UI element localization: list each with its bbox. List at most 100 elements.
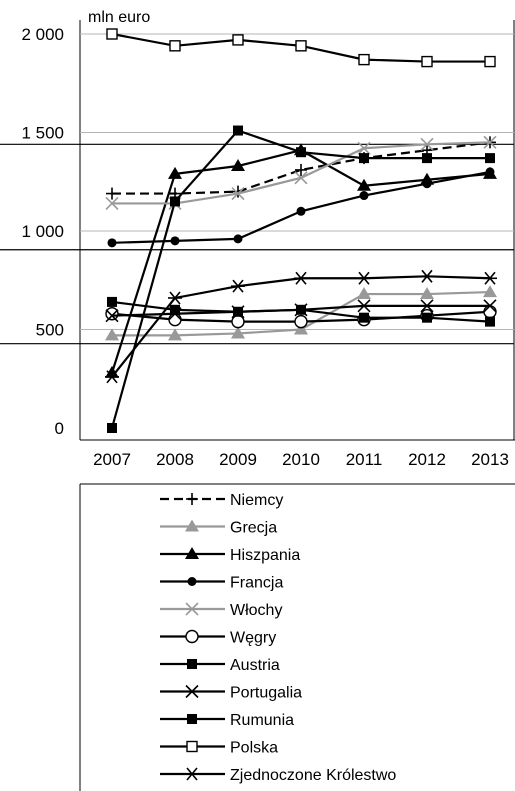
data-point-rumunia (107, 423, 117, 433)
data-point-rumunia (233, 125, 243, 136)
legend-label: Hiszpania (230, 547, 300, 564)
data-point-rumunia (170, 196, 180, 207)
data-point-wegry (483, 305, 497, 319)
data-point-grecja (105, 328, 119, 341)
y-tick-label: 1 500 (21, 124, 64, 143)
unit-label: mln euro (88, 9, 150, 26)
legend-item-niemcy: Niemcy (160, 492, 283, 509)
data-point-francja (296, 206, 306, 216)
data-point-portugalia (231, 305, 245, 319)
legend-marker-austria (187, 659, 197, 669)
legend-marker-hiszpania (185, 547, 199, 559)
data-point-polska (358, 53, 370, 66)
data-point-wegry (231, 314, 245, 329)
y-tick-label: 1 000 (21, 222, 64, 241)
x-tick-label: 2008 (156, 450, 194, 469)
legend-label: Włochy (230, 602, 282, 619)
legend-item-hiszpania: Hiszpania (160, 547, 300, 564)
data-point-austria (170, 304, 180, 315)
data-point-francja (233, 234, 243, 244)
data-point-austria (359, 312, 369, 323)
data-point-hiszpania (105, 365, 119, 378)
series-portugalia (105, 299, 497, 323)
data-point-polska (421, 55, 433, 68)
data-point-francja (422, 179, 432, 189)
data-point-zjednoczone-krolestwo (483, 271, 497, 285)
data-point-zjednoczone-krolestwo (420, 269, 434, 283)
data-point-rumunia (296, 147, 306, 158)
series-rumunia (107, 125, 495, 433)
x-axis: 2007 2008 2009 2010 2011 2012 2013 (93, 450, 509, 469)
legend-marker-polska (186, 740, 198, 753)
legend-label: Portugalia (230, 685, 302, 702)
legend-label: Austria (230, 657, 280, 674)
data-point-portugalia (105, 309, 119, 323)
legend-marker-niemcy (186, 493, 198, 505)
y-tick-label: 2 000 (21, 25, 64, 44)
data-point-wlochy (483, 135, 497, 149)
data-point-francja (359, 191, 369, 201)
series-zjednoczone-krolestwo (105, 269, 497, 384)
data-point-rumunia (485, 153, 495, 164)
legend-marker-grecja (185, 519, 199, 532)
data-point-hiszpania (168, 166, 182, 179)
data-point-portugalia (420, 299, 434, 313)
legend-marker-wlochy (185, 602, 199, 616)
data-point-zjednoczone-krolestwo (294, 271, 308, 285)
legend-item-francja: Francja (160, 575, 283, 592)
data-point-rumunia (359, 153, 369, 164)
data-point-hiszpania (231, 158, 245, 171)
x-tick-label: 2007 (93, 450, 131, 469)
data-point-polska (232, 34, 244, 46)
legend: Niemcy Grecja Hiszpania Francja Włochy Węgry A… (79, 483, 515, 791)
legend-label: Zjednoczone Królestwo (230, 767, 396, 784)
legend-label: Polska (230, 740, 278, 757)
plot-area (79, 20, 515, 441)
legend-marker-zjednoczone-krolestwo (185, 767, 199, 781)
series-grecja (105, 285, 497, 341)
data-point-wlochy (357, 141, 371, 155)
data-point-portugalia (483, 299, 497, 313)
legend-marker-francja (187, 577, 197, 586)
data-point-grecja (357, 287, 371, 300)
data-point-wlochy (420, 137, 434, 151)
legend-item-rumunia: Rumunia (160, 712, 294, 729)
data-point-francja (107, 238, 117, 248)
series-francja (107, 167, 495, 248)
gridlines (0, 33, 514, 345)
data-point-zjednoczone-krolestwo (231, 279, 245, 293)
y-tick-label: 0 (55, 419, 64, 438)
data-point-zjednoczone-krolestwo (168, 291, 182, 305)
x-tick-label: 2012 (408, 450, 446, 469)
data-point-grecja (168, 328, 182, 341)
legend-item-grecja: Grecja (160, 519, 277, 537)
data-point-portugalia (357, 299, 371, 313)
data-point-grecja (420, 287, 434, 300)
legend-label: Grecja (230, 520, 277, 537)
data-point-grecja (483, 285, 497, 298)
data-point-wegry (105, 307, 119, 321)
data-point-polska (295, 40, 307, 52)
data-point-polska (169, 40, 181, 52)
data-point-hiszpania (357, 178, 371, 191)
legend-item-portugalia: Portugalia (160, 685, 302, 702)
data-point-zjednoczone-krolestwo (357, 271, 371, 285)
y-axis: 0 500 1 000 1 500 2 000 (21, 25, 64, 438)
legend-label: Rumunia (230, 712, 294, 729)
data-point-grecja (231, 326, 245, 339)
legend-marker-wegry (185, 629, 199, 644)
data-point-niemcy (295, 163, 307, 176)
legend-marker-rumunia (187, 714, 197, 724)
data-point-wegry (294, 314, 308, 329)
x-tick-label: 2010 (282, 450, 320, 469)
data-point-grecja (294, 322, 308, 335)
x-tick-label: 2009 (219, 450, 257, 469)
data-point-rumunia (422, 153, 432, 164)
y-tick-label: 500 (36, 321, 64, 340)
data-point-francja (170, 236, 180, 246)
legend-item-polska: Polska (160, 740, 278, 757)
legend-label: Francja (230, 575, 283, 592)
data-point-portugalia (294, 303, 308, 317)
data-point-wlochy (231, 187, 245, 201)
